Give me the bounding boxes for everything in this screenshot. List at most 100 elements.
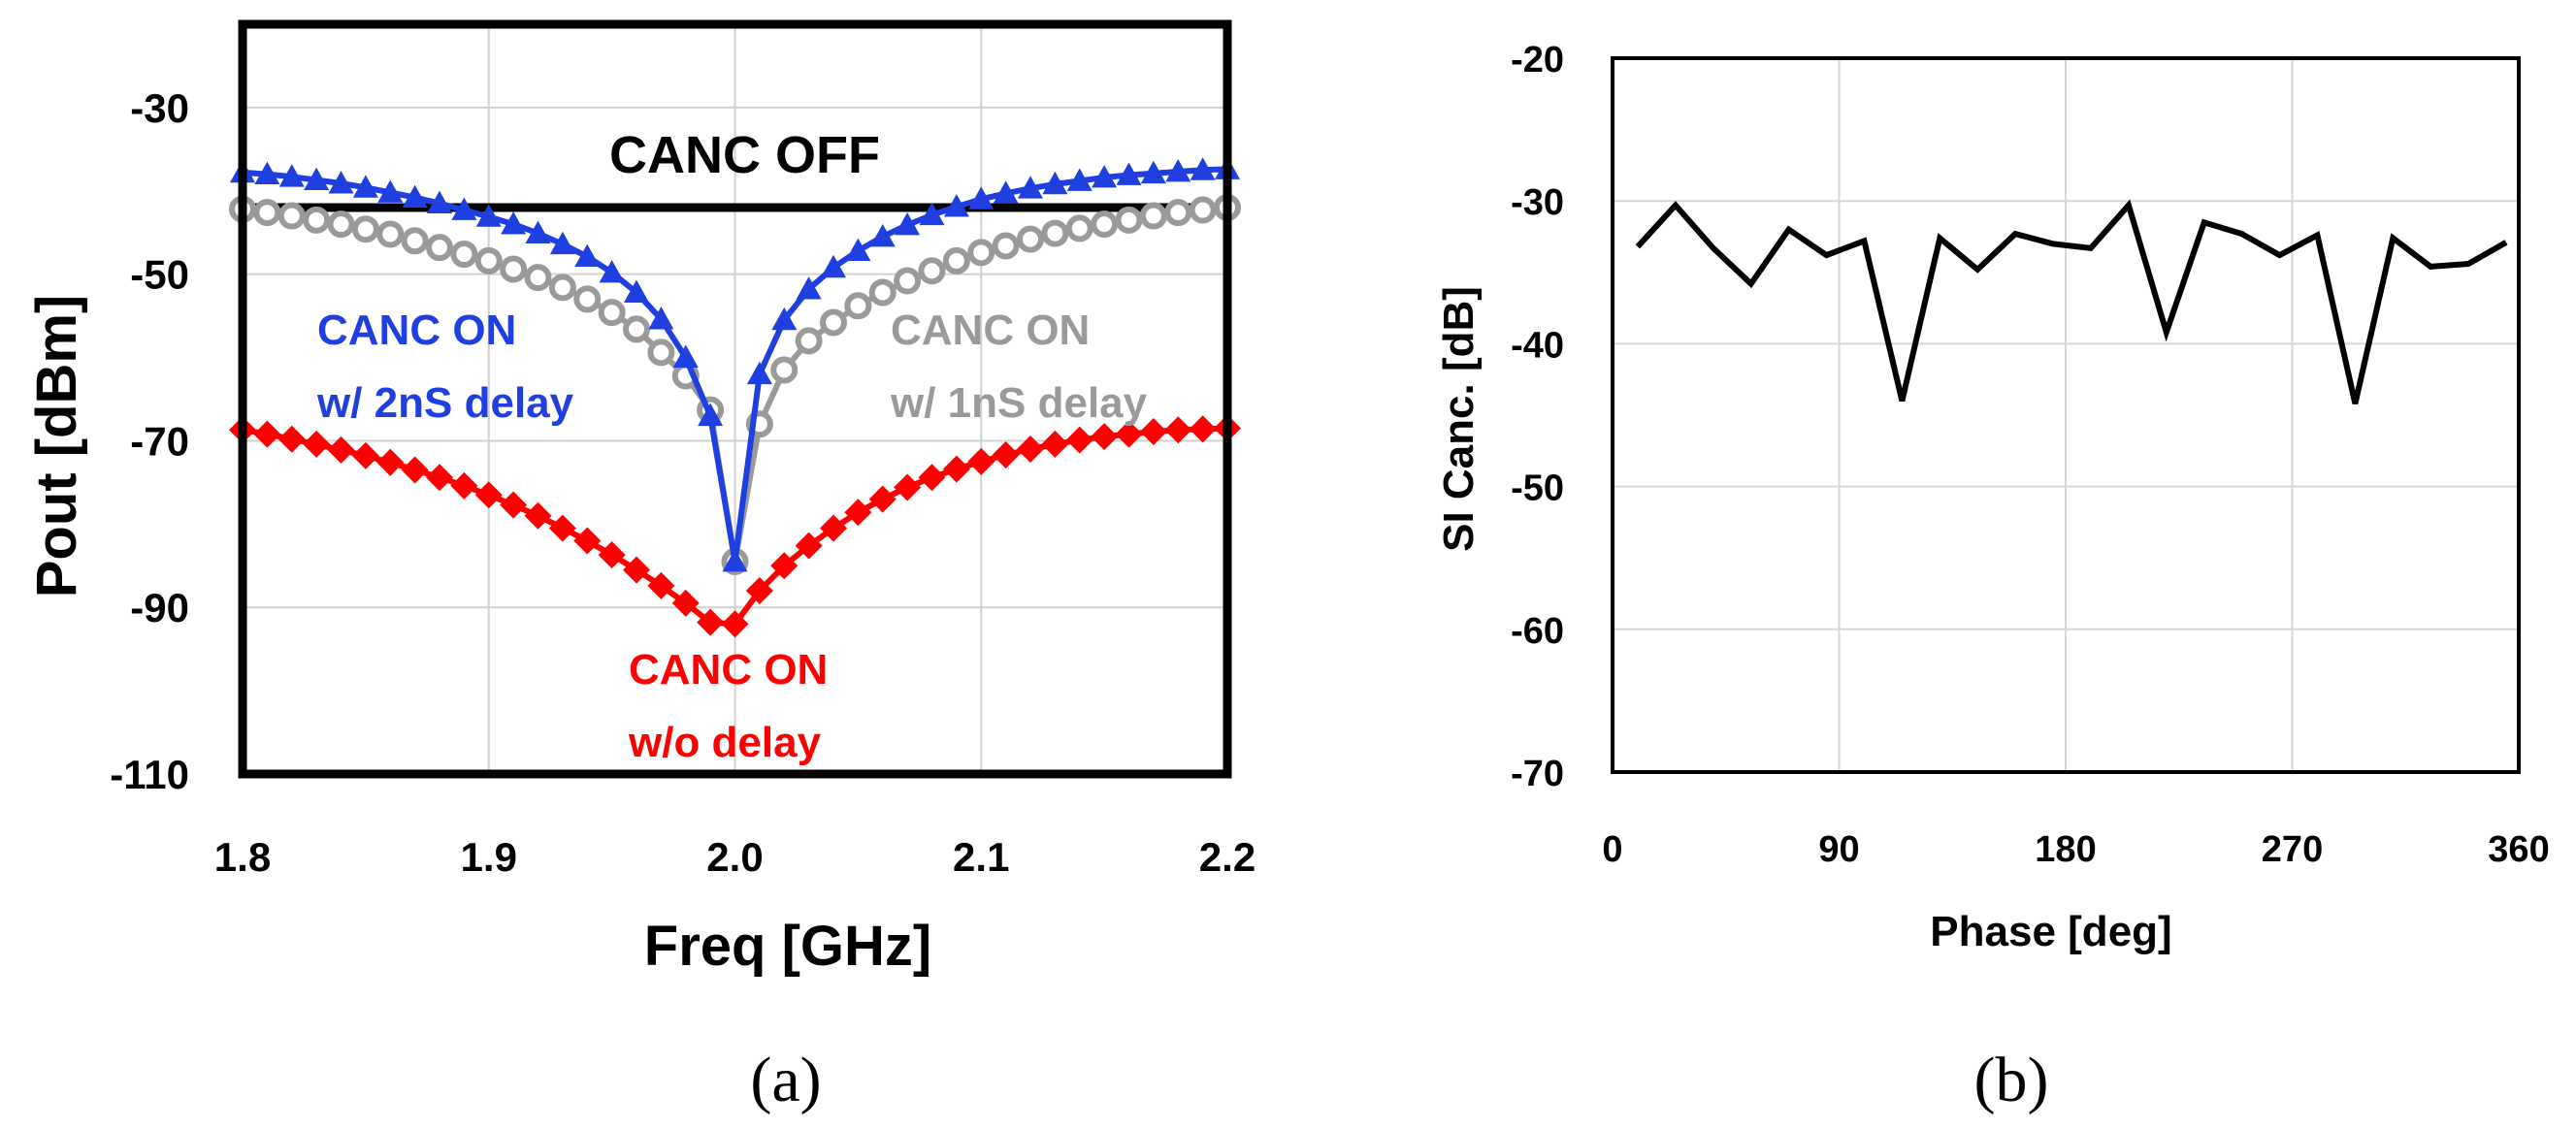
data-point-canc-on-w-1ns-delay	[524, 264, 552, 292]
data-point-canc-on-w-2ns-delay	[549, 231, 575, 255]
data-point-canc-on-w-1ns-delay	[1164, 199, 1192, 227]
data-point-canc-on-w-o-delay	[401, 456, 429, 484]
data-point-canc-on-w-2ns-delay	[796, 276, 822, 300]
data-point-canc-on-w-o-delay	[721, 610, 749, 638]
data-point-canc-on-w-1ns-delay	[795, 327, 823, 355]
data-point-canc-on-w-1ns-delay	[623, 315, 650, 343]
data-point-canc-on-w-1ns-delay	[548, 274, 576, 302]
data-point-canc-on-w-2ns-delay	[599, 259, 625, 283]
data-point-canc-on-w-o-delay	[598, 541, 626, 569]
data-point-canc-on-w-2ns-delay	[943, 194, 969, 217]
data-point-canc-on-w-1ns-delay	[253, 199, 281, 227]
data-point-canc-on-w-o-delay	[1065, 426, 1093, 454]
chart-a-y-tick-label: -50	[130, 252, 189, 298]
data-point-canc-on-w-o-delay	[894, 473, 922, 501]
data-point-canc-on-w-o-delay	[474, 481, 503, 509]
data-point-canc-on-w-o-delay	[450, 471, 478, 500]
data-point-canc-on-w-o-delay	[1091, 423, 1119, 451]
data-point-canc-on-w-2ns-delay	[377, 179, 404, 203]
data-point-canc-on-w-2ns-delay	[402, 184, 428, 209]
chart-a-x-tick-label: 2.0	[706, 834, 763, 880]
data-point-canc-on-w-o-delay	[426, 464, 453, 492]
data-point-canc-on-w-1ns-delay	[820, 308, 847, 337]
data-point-canc-on-w-1ns-delay	[500, 255, 528, 283]
data-point-canc-on-w-2ns-delay	[1066, 168, 1092, 191]
data-point-canc-on-w-o-delay	[1189, 415, 1217, 443]
data-point-canc-on-w-2ns-delay	[525, 220, 551, 243]
chart-b-x-tick-label: 360	[2488, 829, 2549, 870]
data-point-canc-on-w-1ns-delay	[351, 215, 379, 243]
data-point-canc-on-w-1ns-delay	[770, 356, 799, 384]
data-point-canc-on-w-o-delay	[573, 527, 602, 555]
data-point-canc-on-w-o-delay	[623, 556, 650, 584]
data-point-canc-on-w-o-delay	[303, 430, 331, 458]
data-point-canc-on-w-1ns-delay	[1041, 219, 1069, 247]
data-point-canc-on-w-1ns-delay	[376, 220, 405, 248]
data-point-canc-on-w-o-delay	[671, 589, 700, 617]
chart-a: 1.8 1.9 2.0 2.1 2.2 -30 -50 -70 -90 -110 Freq [GH…	[25, 19, 1255, 1115]
data-point-canc-on-w-2ns-delay	[746, 361, 772, 385]
data-point-canc-on-w-o-delay	[795, 532, 823, 560]
data-point-canc-on-w-o-delay	[868, 485, 897, 513]
chart-a-x-axis-title: Freq [GHz]	[644, 915, 931, 978]
data-point-canc-on-w-2ns-delay	[771, 306, 798, 331]
data-point-canc-on-w-2ns-delay	[475, 204, 502, 227]
data-point-canc-on-w-2ns-delay	[968, 186, 995, 210]
data-point-canc-on-w-1ns-delay	[1017, 225, 1044, 253]
data-point-canc-on-w-2ns-delay	[451, 197, 477, 220]
data-point-canc-on-w-2ns-delay	[648, 306, 674, 330]
chart-a-x-tick-label: 1.8	[214, 834, 271, 880]
chart-b-y-tick-label: -50	[1511, 468, 1564, 509]
data-point-canc-on-w-o-delay	[820, 514, 847, 542]
data-point-canc-on-w-1ns-delay	[1139, 202, 1167, 230]
data-point-canc-on-w-2ns-delay	[328, 171, 354, 194]
chart-b-x-tick-label: 0	[1602, 829, 1622, 870]
chart-a-y-tick-label: -70	[130, 418, 189, 464]
data-point-canc-on-w-2ns-delay	[1116, 162, 1142, 185]
data-point-canc-on-w-1ns-delay	[450, 241, 478, 269]
data-point-canc-on-w-1ns-delay	[474, 246, 503, 274]
chart-a-plot-frame	[238, 19, 1232, 779]
chart-b-plot-frame	[1611, 56, 2521, 774]
data-point-canc-on-w-2ns-delay	[821, 254, 846, 278]
data-point-canc-on-w-2ns-delay	[1190, 157, 1216, 180]
data-point-canc-on-w-2ns-delay	[1042, 171, 1068, 195]
data-point-canc-on-w-2ns-delay	[574, 243, 601, 268]
data-point-canc-on-w-2ns-delay	[1092, 165, 1118, 188]
data-point-canc-on-w-o-delay	[1115, 420, 1143, 448]
data-point-canc-on-w-o-delay	[327, 435, 355, 464]
data-point-canc-on-w-2ns-delay	[919, 202, 945, 226]
data-point-canc-on-w-o-delay	[1017, 435, 1044, 464]
data-point-canc-on-w-2ns-delay	[895, 211, 921, 236]
data-point-canc-on-w-1ns-delay	[992, 232, 1020, 260]
chart-b-y-axis-title: SI Canc. [dB]	[1435, 286, 1483, 552]
data-point-canc-on-w-2ns-delay	[1018, 176, 1043, 199]
data-point-canc-on-w-o-delay	[1164, 416, 1192, 444]
data-point-canc-on-w-1ns-delay	[868, 278, 897, 306]
data-point-canc-on-w-o-delay	[1041, 430, 1069, 458]
data-point-canc-on-w-1ns-delay	[573, 285, 602, 313]
data-point-canc-on-w-2ns-delay	[1165, 159, 1191, 182]
chart-b: 0 90 180 270 360 -20 -30 -40 -50 -60 -70 Phase [de…	[1435, 40, 2550, 1115]
chart-b-gridlines	[1612, 57, 2520, 773]
data-point-canc-on-w-2ns-delay	[427, 190, 452, 214]
annotation-canc-on-2ns-line1: CANC ON	[317, 306, 516, 354]
data-point-canc-on-w-1ns-delay	[1115, 206, 1143, 234]
data-point-canc-on-w-2ns-delay	[352, 175, 378, 198]
data-point-canc-on-w-1ns-delay	[1065, 214, 1093, 242]
data-point-canc-on-w-o-delay	[1139, 417, 1167, 445]
data-point-canc-on-w-1ns-delay	[327, 210, 355, 239]
data-point-canc-on-w-o-delay	[770, 552, 799, 580]
chart-a-series	[229, 156, 1241, 638]
annotation-canc-on-nodelay-line1: CANC ON	[629, 646, 828, 694]
chart-b-y-tick-label: -30	[1511, 182, 1564, 223]
data-point-canc-on-w-1ns-delay	[303, 206, 331, 234]
chart-b-x-tick-label: 90	[1818, 829, 1859, 870]
data-point-canc-on-w-1ns-delay	[942, 246, 970, 274]
data-point-canc-on-w-2ns-delay	[254, 161, 280, 184]
data-point-canc-on-w-o-delay	[844, 499, 872, 527]
data-point-canc-on-w-2ns-delay	[869, 224, 896, 247]
data-point-canc-on-w-o-delay	[500, 491, 528, 519]
annotation-canc-on-1ns-line2: w/ 1nS delay	[890, 379, 1148, 427]
chart-b-series	[1635, 199, 2508, 404]
